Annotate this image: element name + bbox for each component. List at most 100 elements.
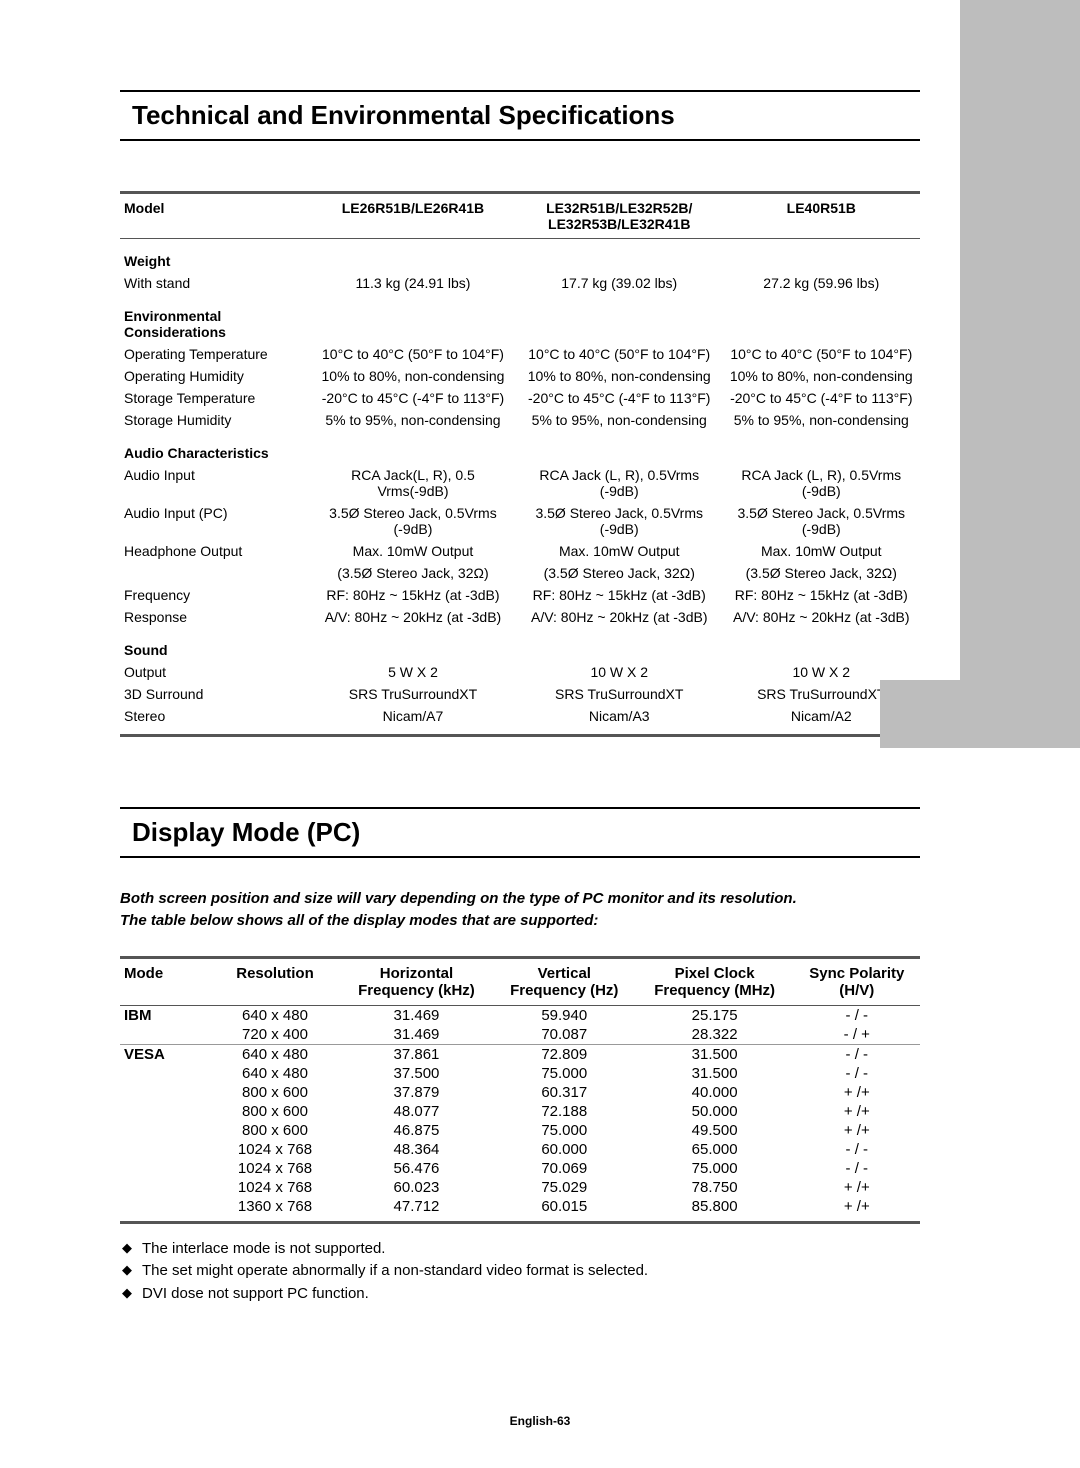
mode-cell: 800 x 600 bbox=[210, 1121, 340, 1140]
mode-cell: 1024 x 768 bbox=[210, 1178, 340, 1197]
spec-row-label: Operating Humidity bbox=[120, 365, 310, 387]
spec-cell: RF: 80Hz ~ 15kHz (at -3dB) bbox=[516, 584, 723, 606]
mode-header-vfreq: VerticalFrequency (Hz) bbox=[493, 957, 636, 1005]
spec-cell: RF: 80Hz ~ 15kHz (at -3dB) bbox=[310, 584, 516, 606]
notes-list: The interlace mode is not supported.The … bbox=[120, 1238, 920, 1306]
mode-cell: 720 x 400 bbox=[210, 1025, 340, 1045]
spec-row-label: Operating Temperature bbox=[120, 343, 310, 365]
spec-cell: 5% to 95%, non-condensing bbox=[723, 409, 920, 431]
mode-cell: 65.000 bbox=[636, 1140, 794, 1159]
mode-cell: 48.364 bbox=[340, 1140, 493, 1159]
content-area: Technical and Environmental Specificatio… bbox=[0, 0, 920, 1345]
spec-header-model: Model bbox=[120, 193, 310, 239]
spec-row-label: Stereo bbox=[120, 705, 310, 736]
mode-cell: 37.861 bbox=[340, 1044, 493, 1064]
mode-cell: 37.879 bbox=[340, 1083, 493, 1102]
spec-row-label: Audio Input bbox=[120, 464, 310, 502]
mode-cell: - / - bbox=[794, 1005, 920, 1025]
display-note: Both screen position and size will vary … bbox=[120, 888, 920, 932]
mode-cell: 70.069 bbox=[493, 1159, 636, 1178]
mode-cell: 1024 x 768 bbox=[210, 1140, 340, 1159]
mode-header-resolution: Resolution bbox=[210, 957, 340, 1005]
spec-cell: 3.5Ø Stereo Jack, 0.5Vrms (-9dB) bbox=[516, 502, 723, 540]
spec-section-title: Weight bbox=[120, 239, 310, 273]
spec-cell: 10 W X 2 bbox=[516, 661, 723, 683]
mode-cell: 59.940 bbox=[493, 1005, 636, 1025]
note-item: The set might operate abnormally if a no… bbox=[120, 1260, 920, 1283]
mode-header-mode: Mode bbox=[120, 957, 210, 1005]
spec-row-label: Storage Humidity bbox=[120, 409, 310, 431]
spec-cell: A/V: 80Hz ~ 20kHz (at -3dB) bbox=[723, 606, 920, 628]
mode-cell: 75.000 bbox=[636, 1159, 794, 1178]
mode-cell: 78.750 bbox=[636, 1178, 794, 1197]
mode-header-sync: Sync Polarity(H/V) bbox=[794, 957, 920, 1005]
mode-group-name bbox=[120, 1025, 210, 1045]
spec-row-label: Headphone Output bbox=[120, 540, 310, 562]
spec-cell: 27.2 kg (59.96 lbs) bbox=[723, 272, 920, 294]
mode-cell: 72.188 bbox=[493, 1102, 636, 1121]
spec-cell: 17.7 kg (39.02 lbs) bbox=[516, 272, 723, 294]
mode-cell: + /+ bbox=[794, 1197, 920, 1223]
mode-cell: 46.875 bbox=[340, 1121, 493, 1140]
mode-group-name bbox=[120, 1064, 210, 1083]
mode-cell: 800 x 600 bbox=[210, 1102, 340, 1121]
spec-cell: 10% to 80%, non-condensing bbox=[723, 365, 920, 387]
spec-cell: 11.3 kg (24.91 lbs) bbox=[310, 272, 516, 294]
mode-cell: 31.500 bbox=[636, 1044, 794, 1064]
mode-cell: 60.317 bbox=[493, 1083, 636, 1102]
spec-cell: Nicam/A3 bbox=[516, 705, 723, 736]
spec-cell: 5% to 95%, non-condensing bbox=[516, 409, 723, 431]
note-item: The interlace mode is not supported. bbox=[120, 1238, 920, 1261]
spec-header-col2: LE32R51B/LE32R52B/ LE32R53B/LE32R41B bbox=[516, 193, 723, 239]
mode-table: Mode Resolution HorizontalFrequency (kHz… bbox=[120, 956, 920, 1224]
spec-cell: (3.5Ø Stereo Jack, 32Ω) bbox=[310, 562, 516, 584]
spec-cell: 3.5Ø Stereo Jack, 0.5Vrms (-9dB) bbox=[310, 502, 516, 540]
mode-cell: 31.469 bbox=[340, 1005, 493, 1025]
spec-cell: RCA Jack(L, R), 0.5 Vrms(-9dB) bbox=[310, 464, 516, 502]
spec-cell: SRS TruSurroundXT bbox=[310, 683, 516, 705]
spec-cell: SRS TruSurroundXT bbox=[516, 683, 723, 705]
spec-section-title: Sound bbox=[120, 628, 310, 661]
mode-cell: 49.500 bbox=[636, 1121, 794, 1140]
spec-cell: 10°C to 40°C (50°F to 104°F) bbox=[310, 343, 516, 365]
mode-cell: 47.712 bbox=[340, 1197, 493, 1223]
mode-cell: 60.023 bbox=[340, 1178, 493, 1197]
spec-cell: 10°C to 40°C (50°F to 104°F) bbox=[723, 343, 920, 365]
mode-cell: - / - bbox=[794, 1064, 920, 1083]
mode-cell: 1360 x 768 bbox=[210, 1197, 340, 1223]
spec-cell: RCA Jack (L, R), 0.5Vrms (-9dB) bbox=[723, 464, 920, 502]
mode-cell: 31.469 bbox=[340, 1025, 493, 1045]
mode-cell: 72.809 bbox=[493, 1044, 636, 1064]
page: Technical and Environmental Specificatio… bbox=[0, 0, 1080, 1468]
mode-cell: - / - bbox=[794, 1159, 920, 1178]
spec-cell: -20°C to 45°C (-4°F to 113°F) bbox=[310, 387, 516, 409]
spec-cell: 3.5Ø Stereo Jack, 0.5Vrms (-9dB) bbox=[723, 502, 920, 540]
spec-cell: RF: 80Hz ~ 15kHz (at -3dB) bbox=[723, 584, 920, 606]
mode-group-name bbox=[120, 1178, 210, 1197]
mode-cell: 60.015 bbox=[493, 1197, 636, 1223]
mode-group-name bbox=[120, 1121, 210, 1140]
mode-header-pclk: Pixel ClockFrequency (MHz) bbox=[636, 957, 794, 1005]
spec-cell: -20°C to 45°C (-4°F to 113°F) bbox=[723, 387, 920, 409]
mode-cell: 85.800 bbox=[636, 1197, 794, 1223]
spec-cell: Max. 10mW Output bbox=[516, 540, 723, 562]
mode-cell: + /+ bbox=[794, 1178, 920, 1197]
mode-group-name: VESA bbox=[120, 1044, 210, 1064]
spec-header-col3: LE40R51B bbox=[723, 193, 920, 239]
spec-row-label: Storage Temperature bbox=[120, 387, 310, 409]
mode-cell: 50.000 bbox=[636, 1102, 794, 1121]
spec-row-label: 3D Surround bbox=[120, 683, 310, 705]
spec-cell: Nicam/A7 bbox=[310, 705, 516, 736]
mode-group-name bbox=[120, 1140, 210, 1159]
mode-cell: + /+ bbox=[794, 1083, 920, 1102]
spec-cell: Max. 10mW Output bbox=[310, 540, 516, 562]
mode-cell: + /+ bbox=[794, 1121, 920, 1140]
mode-cell: 37.500 bbox=[340, 1064, 493, 1083]
spec-cell: -20°C to 45°C (-4°F to 113°F) bbox=[516, 387, 723, 409]
mode-cell: - / - bbox=[794, 1140, 920, 1159]
spec-row-label: With stand bbox=[120, 272, 310, 294]
spec-header-col1: LE26R51B/LE26R41B bbox=[310, 193, 516, 239]
mode-cell: 28.322 bbox=[636, 1025, 794, 1045]
mode-cell: 75.000 bbox=[493, 1064, 636, 1083]
mode-cell: - / + bbox=[794, 1025, 920, 1045]
